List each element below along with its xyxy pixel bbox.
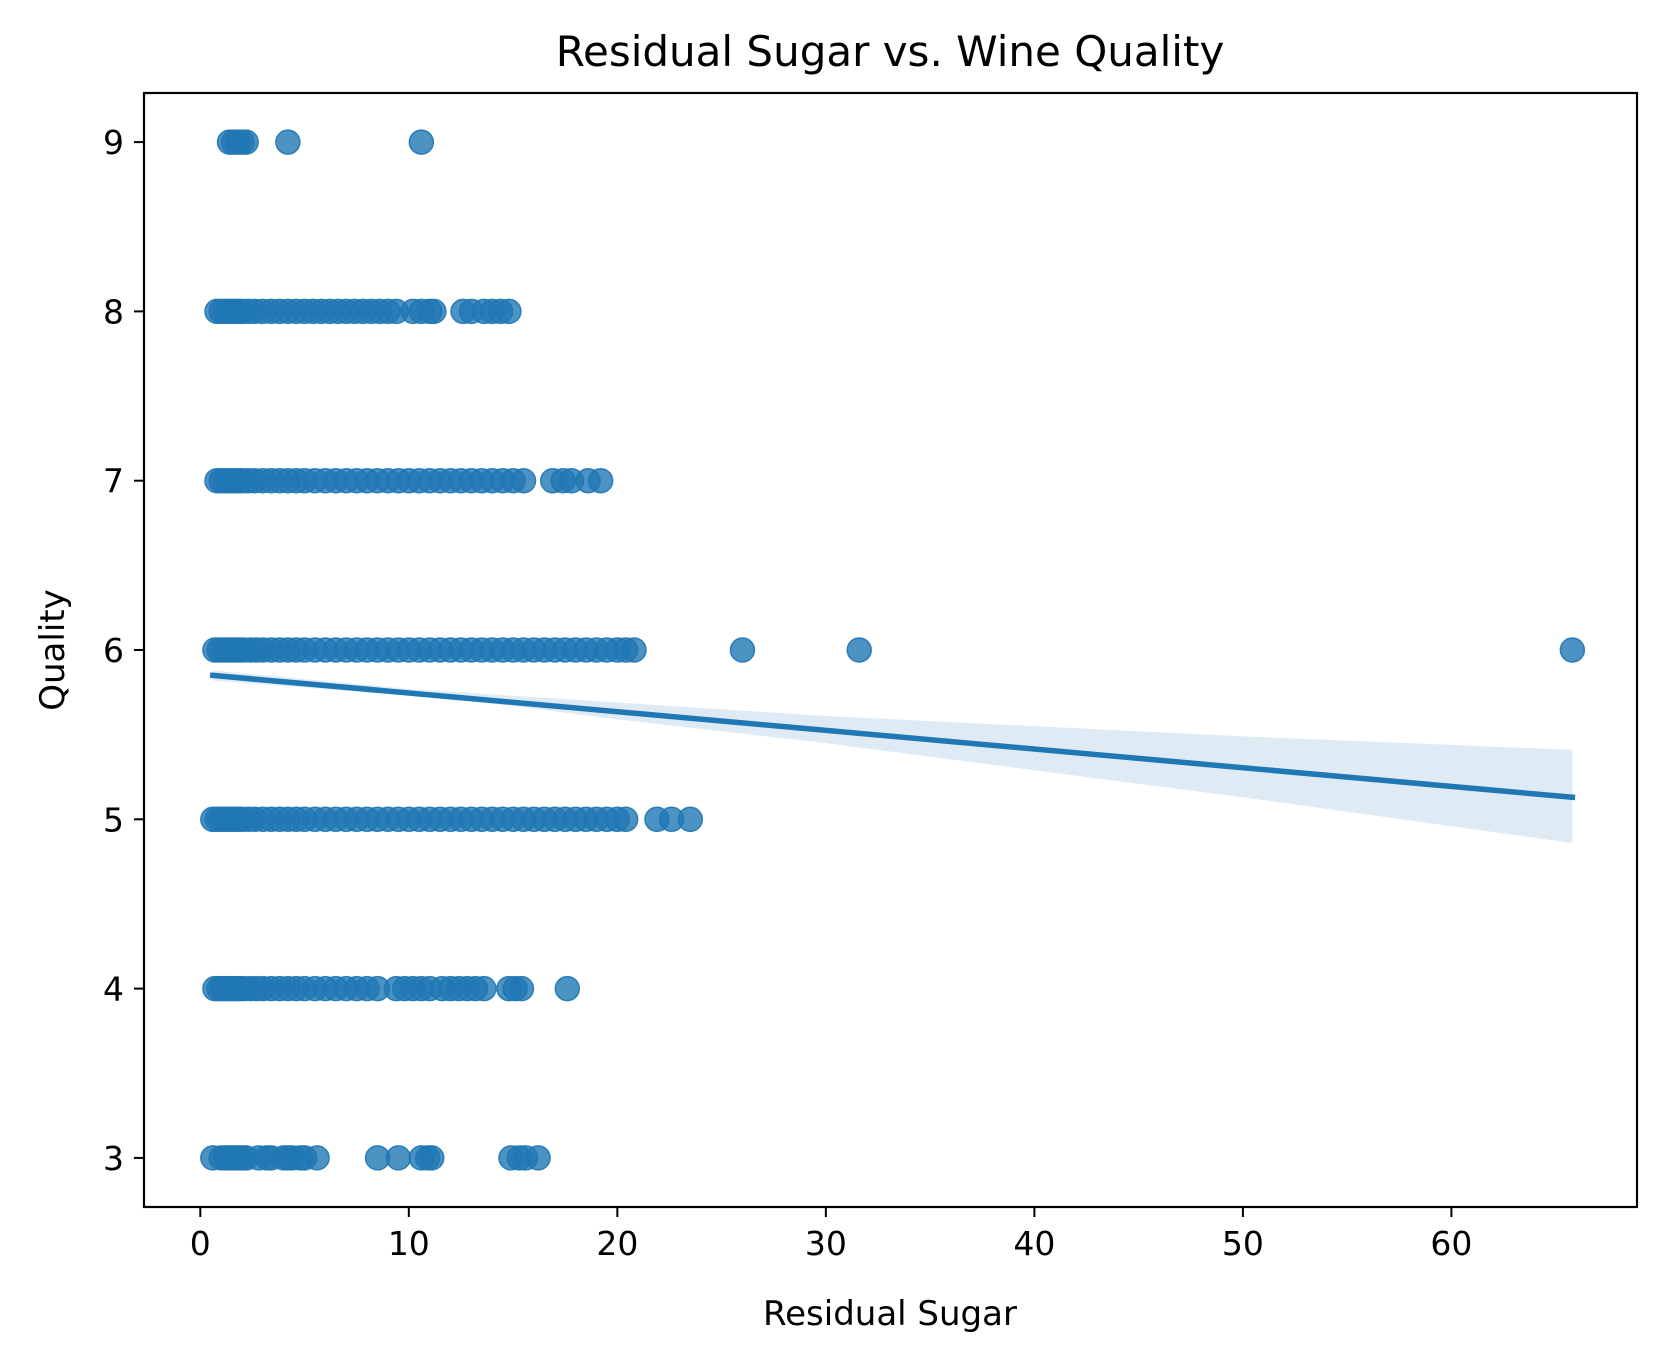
scatter-point — [525, 1145, 551, 1171]
chart-title: Residual Sugar vs. Wine Quality — [556, 27, 1225, 76]
regression-line — [209, 672, 1576, 801]
scatter-point — [510, 467, 537, 494]
scatter-point — [587, 467, 614, 494]
y-axis-label: Quality — [33, 589, 73, 711]
scatter-point — [508, 975, 535, 1002]
scatter-point — [677, 806, 704, 833]
scatter-point — [621, 637, 647, 663]
scatter-point — [846, 637, 872, 663]
x-axis: 0 10 20 30 40 50 60 — [190, 1207, 1472, 1263]
scatter-points-layer — [200, 129, 1586, 1171]
scatter-point — [419, 1145, 445, 1171]
scatter-point — [471, 975, 497, 1002]
x-tick-label: 60 — [1430, 1224, 1472, 1263]
y-axis: 3 4 5 6 7 8 9 — [103, 123, 144, 1178]
y-tick-label: 9 — [103, 123, 124, 162]
scatter-point — [496, 298, 522, 325]
scatter-point — [554, 975, 581, 1002]
scatter-point — [408, 129, 435, 155]
x-axis-label: Residual Sugar — [763, 1294, 1017, 1334]
x-tick-label: 20 — [596, 1224, 638, 1263]
scatter-point — [729, 637, 756, 663]
scatter-point — [1559, 637, 1586, 663]
y-tick-label: 6 — [103, 631, 124, 670]
x-tick-label: 0 — [190, 1224, 211, 1263]
y-tick-label: 4 — [103, 970, 124, 1009]
y-tick-label: 5 — [103, 800, 124, 839]
x-tick-label: 50 — [1222, 1224, 1264, 1263]
regression-line-layer — [209, 672, 1576, 801]
y-tick-label: 7 — [103, 462, 124, 501]
scatter-point — [612, 806, 639, 833]
scatter-point — [233, 129, 259, 155]
scatter-point — [385, 1145, 412, 1171]
y-tick-label: 3 — [103, 1139, 124, 1178]
scatter-point — [275, 129, 301, 155]
x-tick-label: 30 — [805, 1224, 847, 1263]
scatter-point — [304, 1145, 330, 1171]
y-tick-label: 8 — [103, 292, 124, 331]
scatter-point — [421, 298, 447, 325]
x-tick-label: 40 — [1013, 1224, 1055, 1263]
x-tick-label: 10 — [388, 1224, 430, 1263]
